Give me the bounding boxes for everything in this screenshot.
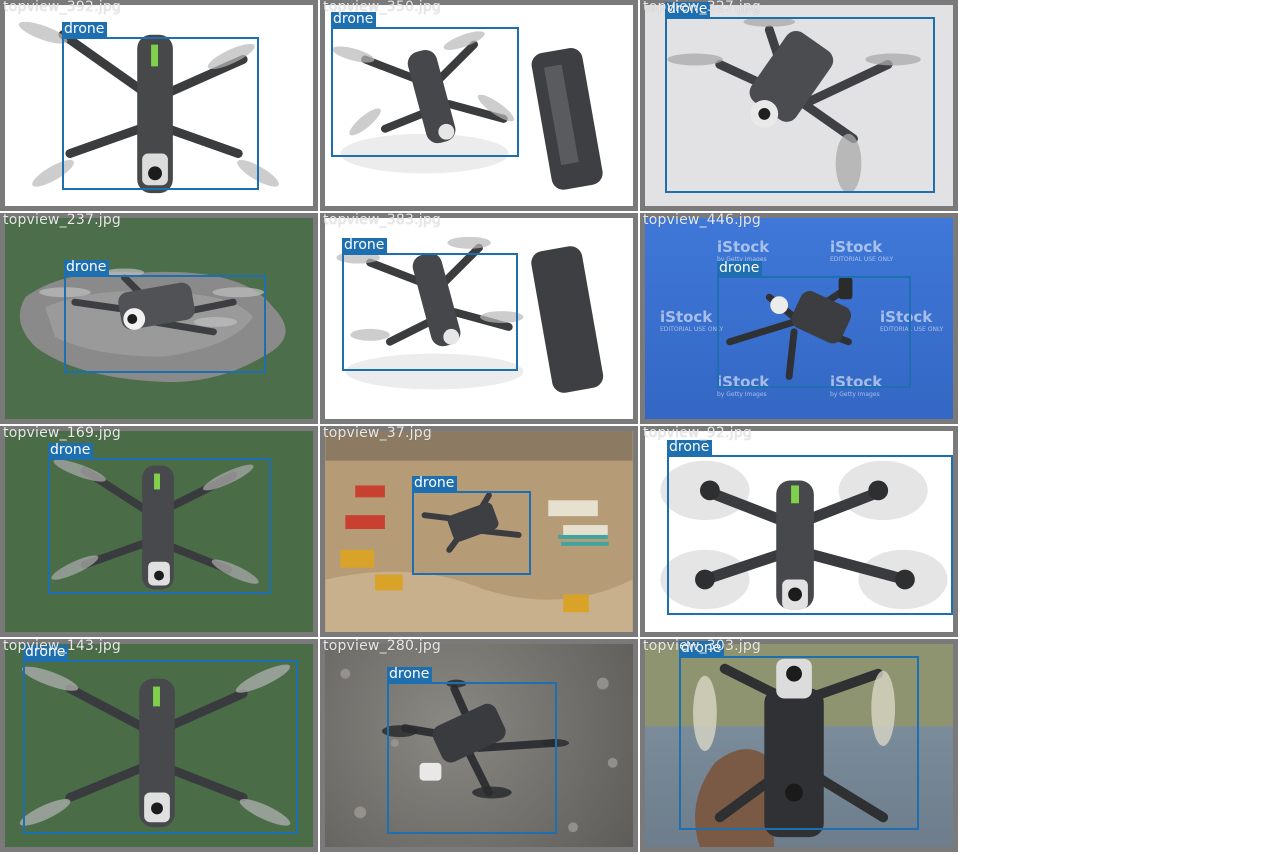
detection-box: drone: [342, 238, 518, 371]
filename-label: topview_92.jpg: [643, 426, 752, 441]
filename-label: topview_237.jpg: [3, 213, 122, 228]
filename-label: topview_143.jpg: [3, 639, 122, 654]
filename-label: topview_446.jpg: [643, 213, 762, 228]
class-label: drone: [717, 261, 763, 276]
detection-box: drone: [64, 260, 266, 373]
drone-illustration: [726, 277, 853, 380]
class-label: drone: [62, 22, 108, 37]
watermark: iStock by Getty Images: [717, 238, 770, 263]
filename-label: topview_350.jpg: [323, 0, 442, 15]
class-label: drone: [342, 238, 388, 253]
drone-illustration: [667, 16, 921, 194]
drone-photo: [325, 644, 633, 847]
drone-illustration: [693, 658, 896, 847]
filename-label: topview_392.jpg: [3, 0, 122, 15]
detection-box: drone: [665, 2, 935, 193]
drone-photo: [325, 431, 633, 632]
image-tile: iStock by Getty Images iStock EDITORIAL US…: [640, 213, 960, 426]
image-tile: drone topview_392.jpg: [0, 0, 320, 213]
detection-box: drone: [23, 645, 298, 834]
drone-illustration: [332, 31, 603, 190]
drone-illustration: [340, 668, 618, 833]
class-label: drone: [665, 2, 711, 17]
image-tile: drone topview_383.jpg: [320, 213, 640, 426]
image-tile: drone topview_237.jpg: [0, 213, 320, 426]
drone-photo: [645, 431, 953, 632]
detection-box: drone: [387, 667, 557, 834]
drone-illustration: [19, 664, 291, 828]
image-tile: drone topview_169.jpg: [0, 426, 320, 639]
image-tile: drone topview_92.jpg: [640, 426, 960, 639]
drone-photo: [5, 644, 313, 847]
filename-label: topview_303.jpg: [643, 639, 762, 654]
drone-photo: [645, 5, 953, 206]
class-label: drone: [48, 443, 94, 458]
drone-illustration: [51, 459, 259, 590]
drone-photo: [645, 644, 953, 847]
filename-label: topview_37.jpg: [323, 426, 432, 441]
class-label: drone: [387, 667, 433, 682]
filename-label: topview_169.jpg: [3, 426, 122, 441]
drone-photo: [5, 218, 313, 419]
class-label: drone: [679, 641, 725, 656]
watermark: iStock EDITORIAL USE ONLY: [660, 308, 724, 333]
drone-photo: [5, 431, 313, 632]
image-tile: drone topview_350.jpg: [320, 0, 640, 213]
drone-illustration: [19, 268, 286, 383]
class-label: drone: [64, 260, 110, 275]
drone-illustration: [325, 431, 633, 632]
filename-label: topview_280.jpg: [323, 639, 442, 654]
detection-box: drone: [667, 440, 953, 615]
image-mosaic: drone topview_392.jpg: [0, 0, 960, 854]
watermark: iStock EDITORIAL USE ONLY: [880, 308, 944, 333]
image-tile: drone topview_37.jpg: [320, 426, 640, 639]
image-tile: drone topview_303.jpg: [640, 639, 960, 854]
image-tile: drone topview_327.jpg: [640, 0, 960, 213]
drone-illustration: [660, 460, 948, 610]
detection-box: drone: [48, 443, 271, 594]
watermark: iStock EDITORIAL USE ONLY: [830, 238, 894, 263]
filename-label: topview_327.jpg: [643, 0, 762, 15]
image-tile: drone topview_143.jpg: [0, 639, 320, 854]
class-label: drone: [23, 645, 69, 660]
filename-label: topview_383.jpg: [323, 213, 442, 228]
class-label: drone: [331, 12, 377, 27]
class-label: drone: [667, 440, 713, 455]
detection-box: drone: [679, 641, 919, 830]
detection-box: drone: [717, 261, 911, 388]
class-label: drone: [412, 476, 458, 491]
detection-box: drone: [331, 12, 519, 157]
detection-box: drone: [62, 22, 259, 190]
detection-box: drone: [412, 476, 531, 575]
drone-photo: [325, 5, 633, 206]
image-tile: drone topview_280.jpg: [320, 639, 640, 854]
